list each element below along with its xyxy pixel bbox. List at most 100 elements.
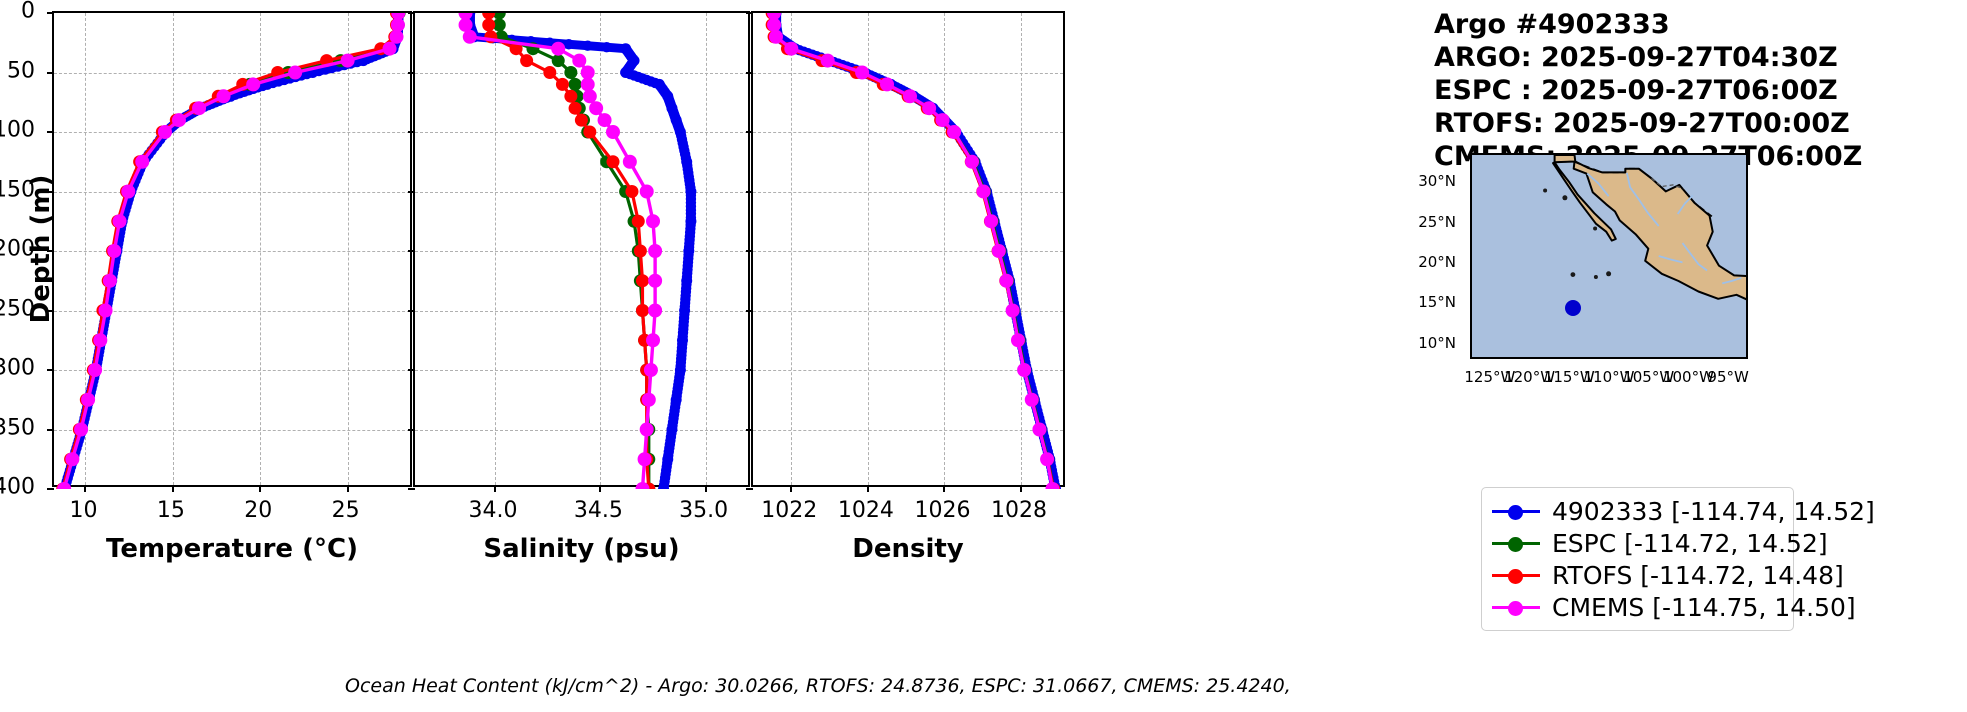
- ocean-heat-content-caption: Ocean Heat Content (kJ/cm^2) - Argo: 30.…: [345, 675, 1291, 697]
- map-x-minor-tick-top: [1483, 153, 1485, 155]
- x-tick-label: 34.0: [468, 498, 518, 523]
- map-x-tick-label: 95°W: [1707, 368, 1749, 386]
- map-x-minor-tick: [1721, 357, 1723, 359]
- map-x-minor-tick-top: [1658, 153, 1660, 155]
- map-x-minor-tick-top: [1618, 153, 1620, 155]
- map-x-minor-tick: [1737, 357, 1739, 359]
- legend-item-argo[interactable]: 4902333 [-114.74, 14.52]: [1492, 495, 1875, 527]
- map-x-minor-tick: [1698, 357, 1700, 359]
- x-tick-label: 10: [69, 498, 98, 523]
- x-tickmark: [1020, 485, 1023, 492]
- series-cmems: [767, 13, 1060, 489]
- map-x-tickmark: [1570, 357, 1573, 359]
- map-x-tickmark-top: [1491, 153, 1494, 155]
- legend-item-rtofs[interactable]: RTOFS [-114.72, 14.48]: [1492, 559, 1844, 591]
- salinity-profile-plot-area: [458, 13, 697, 489]
- map-x-minor-tick: [1666, 357, 1668, 359]
- series-cmems: [458, 13, 663, 489]
- x-tick-label: 15: [156, 498, 185, 523]
- y-tickmark: [408, 369, 415, 371]
- gridline-vertical: [600, 13, 602, 485]
- y-tick-label: 300: [0, 355, 35, 381]
- map-x-minor-tick-top: [1539, 153, 1541, 155]
- y-tickmark: [47, 12, 54, 14]
- gridline-horizontal: [753, 251, 1063, 252]
- density-profile-plot-area: [765, 13, 1062, 489]
- y-tickmark: [408, 428, 415, 431]
- map-x-minor-tick: [1555, 357, 1557, 359]
- y-tick-label: 50: [7, 58, 35, 83]
- gridline-vertical: [944, 13, 946, 485]
- map-x-minor-tick: [1483, 357, 1485, 359]
- y-tickmark: [746, 428, 753, 431]
- series-cmems: [57, 13, 406, 489]
- map-y-minor-tick: [1470, 312, 1472, 314]
- map-x-minor-tick-top: [1634, 153, 1636, 155]
- map-x-tick-label: 115°W: [1543, 368, 1595, 386]
- map-y-minor-tick: [1470, 320, 1472, 322]
- legend-dot: [1508, 505, 1523, 520]
- legend-label: 4902333 [-114.74, 14.52]: [1552, 496, 1875, 526]
- map-island: [1570, 272, 1576, 277]
- map-x-minor-tick-top: [1737, 153, 1739, 155]
- map-y-minor-tick: [1470, 296, 1472, 298]
- x-tickmark: [259, 485, 262, 492]
- map-x-minor-tick: [1475, 357, 1477, 359]
- map-x-minor-tick-top: [1475, 153, 1477, 155]
- gridline-horizontal: [753, 310, 1063, 312]
- map-x-minor-tick: [1682, 357, 1684, 359]
- y-tick-label: 400: [0, 474, 35, 500]
- legend-swatch-rtofs: [1492, 565, 1540, 585]
- y-tickmark: [408, 131, 415, 133]
- map-x-minor-tick: [1626, 357, 1628, 359]
- map-x-minor-tick-top: [1713, 153, 1715, 155]
- series-rtofs: [482, 13, 656, 489]
- temperature-profile-axes: [47, 11, 412, 492]
- gridline-horizontal: [54, 132, 410, 133]
- temperature-profile-plot-area: [56, 13, 406, 489]
- y-tickmark: [47, 309, 54, 312]
- legend-item-cmems[interactable]: CMEMS [-114.75, 14.50]: [1492, 591, 1856, 623]
- density-profile-x-title: Density: [852, 534, 964, 564]
- gridline-horizontal: [54, 429, 410, 431]
- series-4902333: [770, 13, 1062, 489]
- map-x-minor-tick-top: [1547, 153, 1549, 155]
- x-tickmark: [866, 485, 869, 492]
- x-tickmark: [599, 485, 602, 492]
- location-map: 30°N 25°N 20°N 15°N 10°N 125°W 120°W 115°W 110°W…: [1418, 153, 1749, 386]
- map-x-tickmark: [1491, 357, 1494, 359]
- gridline-horizontal: [753, 370, 1063, 371]
- map-x-minor-tick-top: [1674, 153, 1676, 155]
- map-y-tick-label: 15°N: [1418, 293, 1456, 312]
- legend-dot: [1508, 569, 1523, 584]
- y-tickmark: [746, 190, 753, 193]
- gridline-horizontal: [54, 72, 410, 74]
- map-x-tickmark-top: [1650, 153, 1653, 155]
- legend-swatch-cmems: [1492, 597, 1540, 617]
- map-y-tickmark: [1470, 344, 1472, 347]
- series-argo-dense-markers: [770, 13, 1060, 489]
- map-y-minor-tick: [1470, 247, 1472, 249]
- gridline-vertical: [260, 13, 262, 485]
- y-tickmark: [47, 71, 54, 74]
- map-x-minor-tick: [1713, 357, 1715, 359]
- map-x-minor-tick: [1706, 357, 1708, 359]
- y-tickmark: [408, 309, 415, 312]
- map-island: [1606, 271, 1612, 277]
- map-landmass: [1543, 155, 1746, 301]
- map-y-tickmark: [1470, 223, 1472, 226]
- map-x-tick-label: 125°W: [1464, 368, 1516, 386]
- salinity-profile-axes: [408, 11, 750, 492]
- legend-item-espc[interactable]: ESPC [-114.72, 14.52]: [1492, 527, 1828, 559]
- y-tickmark: [746, 131, 753, 133]
- map-y-tickmark: [1470, 263, 1472, 266]
- profile-info-block: Argo #4902333 ARGO: 2025-09-27T04:30Z ESPC…: [1434, 8, 1862, 173]
- map-y-minor-tick: [1470, 287, 1472, 289]
- map-x-tickmark: [1650, 357, 1653, 359]
- gridline-horizontal: [753, 132, 1063, 133]
- gridline-horizontal: [415, 429, 748, 431]
- gridline-horizontal: [54, 310, 410, 312]
- map-y-minor-tick: [1470, 255, 1472, 257]
- legend-swatch-argo: [1492, 501, 1540, 521]
- y-tickmark: [746, 369, 753, 371]
